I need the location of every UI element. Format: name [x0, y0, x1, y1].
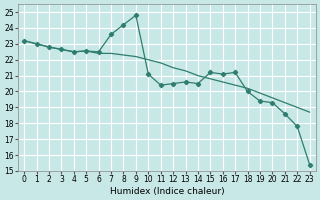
X-axis label: Humidex (Indice chaleur): Humidex (Indice chaleur): [109, 187, 224, 196]
